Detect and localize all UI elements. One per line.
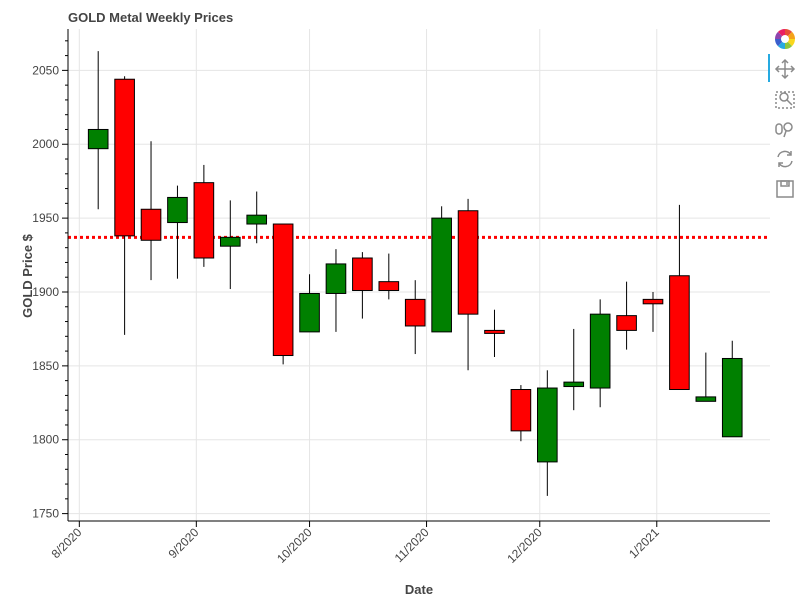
candle <box>193 164 215 267</box>
candle <box>325 249 347 332</box>
reset-icon[interactable] <box>772 146 798 172</box>
candle <box>404 280 426 355</box>
candle-body <box>669 275 690 391</box>
box-zoom-icon[interactable] <box>772 86 798 112</box>
candle <box>616 281 637 350</box>
candle-body <box>457 210 479 315</box>
candle-body <box>642 298 664 305</box>
candle-body <box>167 196 188 224</box>
y-tick-label: 1900 <box>32 285 59 299</box>
pan-icon[interactable] <box>772 56 798 82</box>
candle <box>589 299 611 408</box>
candle <box>272 223 294 365</box>
candle <box>378 253 400 300</box>
candle-body <box>299 292 320 333</box>
candle <box>642 291 664 332</box>
x-tick-label: 8/2020 <box>49 525 85 561</box>
candle <box>510 385 532 442</box>
candle <box>246 191 268 244</box>
y-axis-label: GOLD Price $ <box>20 233 35 318</box>
x-tick-label: 10/2020 <box>274 525 315 566</box>
candle <box>484 309 505 357</box>
candle <box>431 206 452 333</box>
candle-body <box>616 315 637 331</box>
grid <box>68 29 770 521</box>
y-tick-label: 1750 <box>32 507 59 521</box>
candle-body <box>352 257 373 292</box>
candle <box>457 198 479 371</box>
candle-body <box>140 208 162 241</box>
candle <box>695 352 717 402</box>
candle-body <box>325 263 347 294</box>
candle <box>167 185 188 279</box>
candle <box>563 328 585 411</box>
candle-body <box>272 223 294 357</box>
candle-body <box>589 313 611 389</box>
candle <box>721 340 743 438</box>
axes: 1750 1800 1850 1900 1950 2000 2050 8/2020 9/2020… <box>32 29 770 566</box>
x-tick-label: 12/2020 <box>504 525 545 566</box>
candle-body <box>378 281 400 292</box>
x-tick-label: 9/2020 <box>166 525 202 561</box>
wheel-zoom-icon[interactable] <box>772 116 798 142</box>
candle-body <box>563 381 585 388</box>
candle-body <box>219 236 241 247</box>
active-tool-indicator <box>768 54 770 82</box>
candle-body <box>87 128 109 150</box>
y-tick-label: 1950 <box>32 211 59 225</box>
candle <box>352 252 373 319</box>
candles <box>87 51 743 496</box>
x-axis-label: Date <box>405 582 433 597</box>
candle-body <box>431 217 452 333</box>
y-tick-label: 1850 <box>32 359 59 373</box>
candle <box>114 76 135 335</box>
y-tick-label: 1800 <box>32 433 59 447</box>
chart-title: GOLD Metal Weekly Prices <box>68 10 233 25</box>
candle-body <box>537 387 558 463</box>
candle-body <box>404 298 426 327</box>
candle <box>87 51 109 210</box>
candle-body <box>721 357 743 438</box>
candle-body <box>193 182 215 259</box>
candle-body <box>246 214 268 225</box>
candle <box>669 204 690 391</box>
candle <box>537 370 558 496</box>
save-icon[interactable] <box>772 176 798 202</box>
candle-body <box>114 78 135 237</box>
candle-body <box>510 389 532 432</box>
x-tick-label: 1/2021 <box>626 525 662 561</box>
candle-body <box>695 396 717 402</box>
x-tick-label: 11/2020 <box>392 525 432 565</box>
candle <box>299 274 320 333</box>
candle <box>140 141 162 281</box>
y-tick-label: 2000 <box>32 137 59 151</box>
y-tick-label: 2050 <box>32 63 59 77</box>
candle-body <box>484 329 505 334</box>
candle <box>219 200 241 290</box>
bokeh-logo-icon[interactable] <box>772 26 798 52</box>
